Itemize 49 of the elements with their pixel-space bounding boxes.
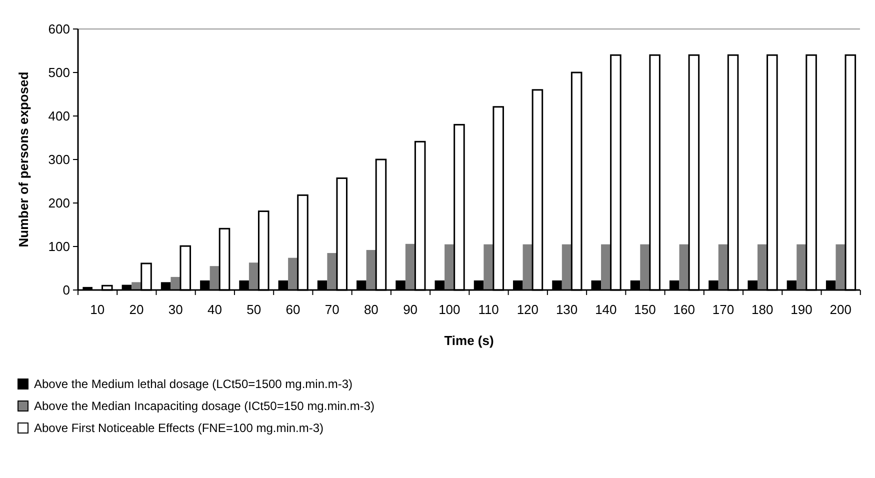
x-tick-label: 80 bbox=[364, 302, 378, 317]
y-tick-label: 500 bbox=[48, 65, 70, 80]
bar bbox=[522, 244, 533, 290]
bar bbox=[601, 244, 611, 290]
bar bbox=[679, 244, 690, 290]
x-tick-label: 180 bbox=[752, 302, 774, 317]
x-tick-label: 100 bbox=[438, 302, 460, 317]
x-tick-label: 70 bbox=[324, 302, 340, 317]
x-tick-label: 150 bbox=[634, 302, 656, 317]
x-tick-label: 110 bbox=[478, 302, 499, 317]
y-axis-title: Number of persons exposed bbox=[16, 72, 31, 248]
bar bbox=[640, 244, 650, 290]
bar bbox=[288, 258, 298, 290]
x-tick-label: 30 bbox=[168, 302, 183, 317]
x-axis-title: Time (s) bbox=[444, 333, 494, 348]
bar bbox=[484, 244, 494, 290]
bar bbox=[718, 244, 728, 290]
x-tick-label: 170 bbox=[712, 302, 734, 317]
x-tick-label: 120 bbox=[516, 302, 539, 317]
x-tick-label: 50 bbox=[246, 302, 262, 317]
bar bbox=[366, 250, 376, 290]
y-tick-label: 300 bbox=[48, 152, 70, 168]
bar bbox=[796, 244, 806, 290]
bar bbox=[836, 244, 846, 290]
legend-label: Above the Median Incapaciting dosage (ICt50=150 mg.min.m-3) bbox=[34, 399, 375, 413]
bar bbox=[405, 244, 416, 290]
y-tick-label: 200 bbox=[48, 196, 70, 211]
y-tick-label: 400 bbox=[48, 108, 70, 124]
y-tick-label: 100 bbox=[48, 239, 70, 254]
x-tick-label: 140 bbox=[595, 302, 617, 317]
x-tick-label: 160 bbox=[673, 302, 696, 317]
y-tick-label: 0 bbox=[62, 282, 70, 298]
x-tick-label: 10 bbox=[90, 302, 105, 317]
legend-label: Above the Medium lethal dosage (LCt50=1500 mg.min.m-3) bbox=[34, 377, 353, 391]
bar bbox=[210, 266, 220, 290]
x-tick-label: 130 bbox=[556, 302, 578, 317]
y-tick-label: 600 bbox=[48, 22, 70, 37]
x-tick-label: 20 bbox=[129, 302, 144, 317]
bar bbox=[327, 253, 337, 290]
legend-label: Above First Noticeable Effects (FNE=100 mg.min.m-3) bbox=[34, 421, 324, 435]
bar bbox=[444, 244, 454, 290]
bar bbox=[562, 244, 572, 290]
bar bbox=[248, 262, 259, 290]
bar bbox=[758, 244, 768, 290]
x-tick-label: 90 bbox=[403, 302, 418, 317]
x-tick-label: 60 bbox=[286, 302, 300, 317]
x-tick-label: 40 bbox=[207, 302, 222, 317]
x-tick-label: 200 bbox=[830, 302, 852, 317]
x-tick-label: 190 bbox=[790, 302, 812, 317]
